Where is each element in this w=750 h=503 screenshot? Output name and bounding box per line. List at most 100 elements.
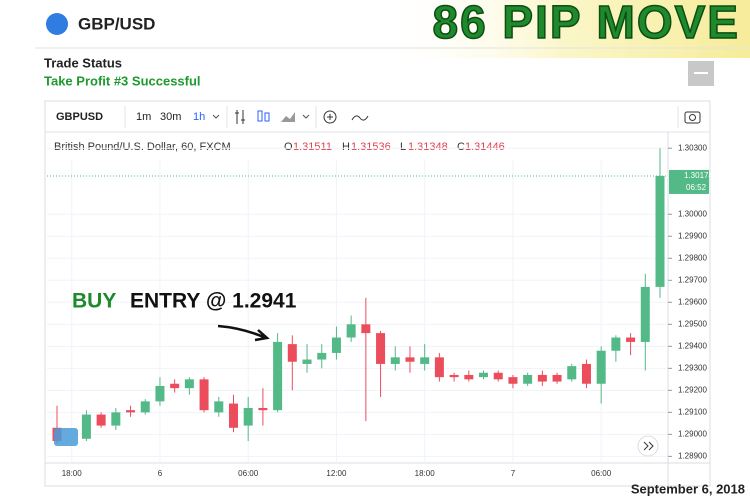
ohlc-legend: British Pound/U.S. Dollar, 60, FXCM O 1.…	[54, 141, 505, 153]
candle-body	[331, 337, 341, 353]
candle-body	[96, 414, 106, 426]
legend-key: L	[400, 141, 406, 153]
scroll-icon	[643, 441, 654, 451]
y-tick-label: 1.29300	[678, 363, 707, 372]
banner: 86 PIP MOVE	[432, 0, 740, 48]
compare-icon[interactable]	[351, 115, 369, 121]
candles-icon[interactable]	[257, 110, 263, 122]
y-tick-label: 1.29900	[678, 231, 707, 240]
legend-value: 1.31536	[351, 141, 391, 153]
candle-body	[317, 352, 327, 360]
dropdown-icon[interactable]	[212, 114, 220, 119]
dropdown-icon[interactable]	[302, 114, 310, 119]
indicator-icon[interactable]	[323, 110, 337, 124]
candle-body	[199, 379, 209, 411]
y-tick-label: 1.28900	[678, 452, 707, 461]
candle-body	[655, 175, 665, 287]
y-tick-label: 1.29400	[678, 341, 707, 350]
candle-body	[170, 383, 180, 389]
y-tick-label: 1.29500	[678, 319, 707, 328]
candle-body	[214, 401, 224, 413]
candle-body	[537, 374, 547, 382]
candle-body	[479, 372, 489, 378]
date: September 6, 2018	[631, 481, 745, 496]
candle-body	[184, 379, 194, 389]
x-tick-label: 06:00	[591, 469, 612, 478]
candles-icon[interactable]	[264, 112, 270, 122]
legend-key: H	[342, 141, 350, 153]
annotation-text: ENTRY @ 1.2941	[130, 290, 297, 313]
annotation-arrow	[217, 324, 270, 342]
y-tick-label: 1.29200	[678, 385, 707, 394]
camera-icon[interactable]	[684, 111, 701, 124]
x-tick-label: 18:00	[415, 469, 436, 478]
candle-body	[140, 401, 150, 413]
candle-body	[567, 366, 577, 380]
candle-body	[596, 350, 606, 384]
legend-value: 1.31446	[465, 141, 505, 153]
symbol-title: GBP/USD	[78, 14, 155, 33]
symbol-icon	[46, 13, 68, 35]
y-tick-label: 1.30000	[678, 209, 707, 218]
candle-body	[420, 357, 430, 364]
candle-body	[611, 337, 621, 351]
interval[interactable]: 1h	[193, 111, 205, 123]
candle-body	[126, 410, 136, 413]
candle-body	[552, 374, 562, 382]
price-tag-label: 1.30174	[684, 171, 713, 180]
interval[interactable]: 1m	[136, 111, 151, 123]
candle-body	[376, 333, 386, 364]
y-tick-label: 1.30300	[678, 143, 707, 152]
area-icon[interactable]	[281, 112, 295, 122]
candle-body	[346, 324, 356, 338]
candle-body	[464, 374, 474, 380]
candle-body	[581, 363, 591, 384]
candle-body	[81, 414, 91, 439]
candle-body	[626, 337, 636, 342]
toolbar-symbol[interactable]: GBPUSD	[56, 111, 103, 123]
x-tick-label: 06:00	[238, 469, 259, 478]
candle-body	[361, 324, 371, 334]
candle-body	[508, 377, 518, 384]
candle-body	[493, 372, 503, 380]
camera-icon	[689, 114, 696, 121]
y-tick-label: 1.29800	[678, 253, 707, 262]
candle-body	[273, 341, 283, 411]
x-tick-label: 6	[158, 469, 163, 478]
candle-body	[155, 385, 165, 402]
candle-body	[390, 357, 400, 364]
legend-value: 1.31511	[293, 141, 332, 153]
interval[interactable]: 30m	[160, 111, 181, 123]
candle-body	[434, 357, 444, 378]
legend-key: O	[284, 141, 293, 153]
candle-body	[640, 286, 650, 342]
annotation-buy: BUY	[72, 290, 116, 313]
x-tick-label: 7	[511, 469, 516, 478]
price-tag	[669, 169, 709, 194]
y-tick-label: 1.29100	[678, 407, 707, 416]
bars-icon[interactable]	[235, 110, 245, 124]
candle-body	[449, 374, 459, 378]
x-tick-label: 12:00	[326, 469, 347, 478]
candle-body	[405, 357, 415, 362]
y-tick-label: 1.29000	[678, 429, 707, 438]
candle-body	[287, 344, 297, 362]
status-text: Take Profit #3 Successful	[44, 73, 201, 88]
candle-body	[111, 412, 121, 426]
chart-panel	[44, 100, 711, 487]
y-tick-label: 1.29600	[678, 297, 707, 306]
countdown-label: 06:52	[686, 183, 707, 192]
candle-body	[523, 374, 533, 384]
candle-body	[243, 407, 253, 426]
candle-body	[258, 407, 268, 411]
candle-body	[302, 359, 312, 364]
logo	[54, 428, 78, 446]
legend-name: British Pound/U.S. Dollar, 60, FXCM	[54, 141, 231, 153]
legend-value: 1.31348	[408, 141, 448, 153]
candle-body	[228, 403, 238, 428]
y-tick-label: 1.29700	[678, 275, 707, 284]
indicator-icon	[327, 114, 333, 120]
x-tick-label: 18:00	[62, 469, 83, 478]
status-title: Trade Status	[44, 55, 122, 70]
